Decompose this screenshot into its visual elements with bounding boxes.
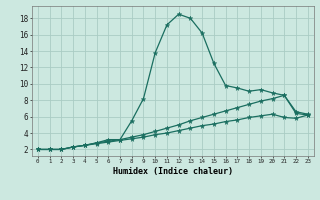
X-axis label: Humidex (Indice chaleur): Humidex (Indice chaleur) [113,167,233,176]
